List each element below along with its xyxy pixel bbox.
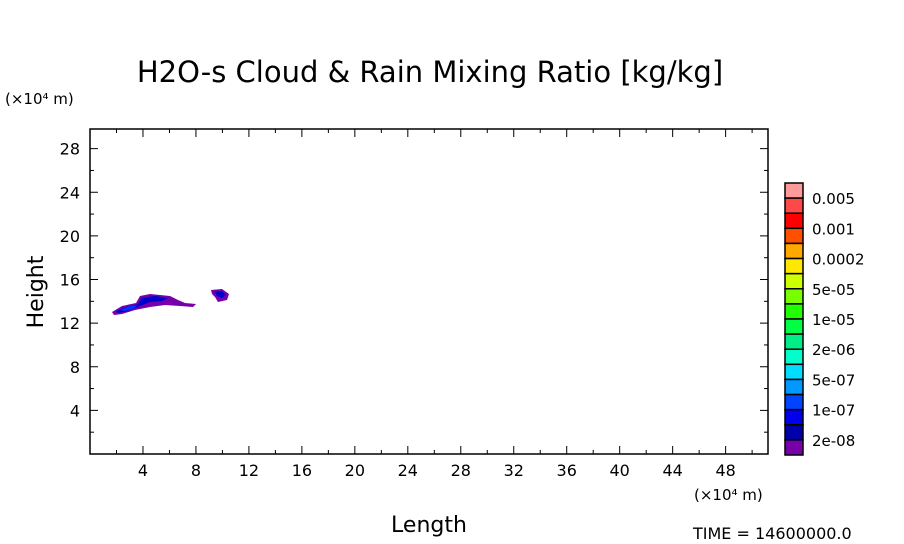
plot-frame xyxy=(89,128,769,455)
legend-swatch xyxy=(784,363,804,381)
legend-swatch xyxy=(784,439,804,456)
legend-label: 1e-07 xyxy=(812,402,855,420)
cloud-inner-secondary xyxy=(214,291,226,298)
legend-swatch xyxy=(784,318,804,335)
color-legend: 0.005 0.001 0.0002 5e-05 1e-05 2e-06 5e-07 1e-0… xyxy=(784,182,865,456)
y-tick-label: 8 xyxy=(70,358,80,377)
legend-swatch xyxy=(784,197,804,214)
y-tick-label: 28 xyxy=(60,140,80,159)
legend-swatch xyxy=(784,333,804,350)
x-tick-label: 8 xyxy=(191,461,201,480)
x-axis-label: Length xyxy=(391,513,467,538)
legend-swatch xyxy=(784,424,804,441)
x-tick-label: 12 xyxy=(239,461,259,480)
legend-swatch xyxy=(784,408,804,426)
legend-swatch xyxy=(784,272,804,290)
legend-swatch xyxy=(784,242,804,260)
legend-label: 1e-05 xyxy=(812,311,855,329)
legend-label: 0.005 xyxy=(812,190,855,208)
legend-label: 2e-06 xyxy=(812,341,855,359)
time-label: TIME = 14600000.0 xyxy=(692,524,852,543)
legend-label: 0.0002 xyxy=(812,251,865,269)
legend-swatch xyxy=(784,227,804,245)
cloud-region-secondary xyxy=(211,289,229,302)
y-axis-label: Height xyxy=(24,255,49,328)
x-unit-label: (×10⁴ m) xyxy=(694,486,763,504)
cloud-outer-main xyxy=(112,294,196,315)
legend-swatch xyxy=(784,288,804,305)
legend-swatch xyxy=(784,257,804,275)
y-unit-label: (×10⁴ m) xyxy=(5,90,74,108)
legend-swatch xyxy=(784,378,804,396)
cloud-region-main xyxy=(112,294,196,315)
x-tick-label: 28 xyxy=(451,461,471,480)
y-tick-label: 24 xyxy=(60,183,80,202)
x-tick-label: 16 xyxy=(292,461,312,480)
y-tick-label: 20 xyxy=(60,227,80,246)
x-tick-label: 4 xyxy=(138,461,148,480)
legend-label: 2e-08 xyxy=(812,432,855,450)
x-tick-label: 36 xyxy=(557,461,577,480)
cloud-core-main xyxy=(120,305,138,311)
legend-label: 0.001 xyxy=(812,220,855,238)
y-tick-label: 4 xyxy=(70,401,80,420)
x-tick-label: 24 xyxy=(398,461,418,480)
legend-swatch xyxy=(784,303,804,320)
legend-label: 5e-05 xyxy=(812,281,855,299)
x-tick-label: 20 xyxy=(345,461,365,480)
legend-swatch xyxy=(784,348,804,366)
legend-label: 5e-07 xyxy=(812,371,855,389)
x-tick-label: 48 xyxy=(715,461,735,480)
y-tick-label: 12 xyxy=(60,314,80,333)
y-tick-label: 16 xyxy=(60,271,80,290)
legend-swatch xyxy=(784,393,804,411)
chart-title: H2O-s Cloud & Rain Mixing Ratio [kg/kg] xyxy=(137,55,723,89)
legend-swatch xyxy=(784,212,804,230)
x-tick-label: 44 xyxy=(662,461,682,480)
x-tick-label: 40 xyxy=(610,461,630,480)
x-tick-label: 32 xyxy=(504,461,524,480)
legend-swatch xyxy=(784,182,804,199)
